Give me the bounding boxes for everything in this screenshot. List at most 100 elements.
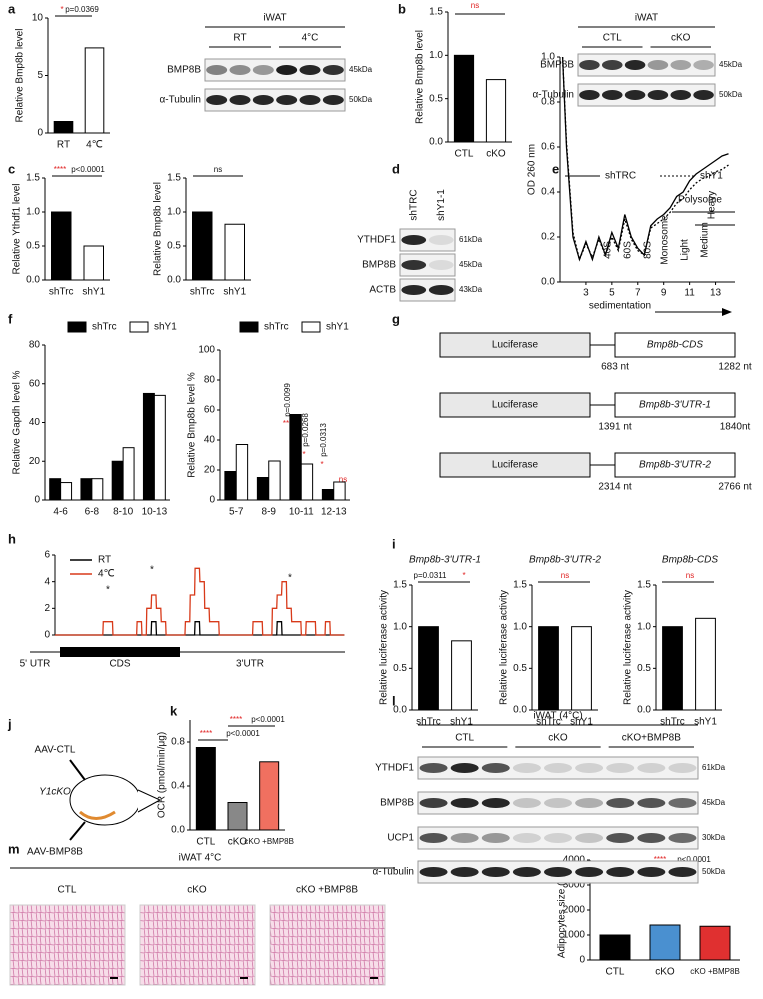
kda-label: 50kDa	[719, 90, 743, 99]
y-tick-label: 1.0	[26, 207, 40, 218]
band	[276, 65, 298, 75]
kda-label: 45kDa	[719, 60, 743, 69]
band	[637, 798, 666, 808]
kda-label: 61kDa	[459, 235, 483, 244]
panel-letter: h	[8, 531, 16, 546]
y-tick-label: 2000	[563, 905, 586, 916]
y-tick-label: 1.5	[637, 580, 651, 591]
position-label: 1282 nt	[718, 362, 752, 373]
band	[512, 833, 541, 843]
x-tick-label: 10-13	[142, 507, 168, 518]
construct-label: Luciferase	[492, 460, 539, 471]
y-tick-label: 0.5	[513, 663, 527, 674]
x-tick-label: shTrc	[536, 717, 561, 728]
panel-letter: g	[392, 311, 400, 326]
peak-label: 60S	[623, 241, 634, 259]
annotation: ns	[471, 1, 479, 10]
x-tick-label: 5	[609, 288, 615, 299]
band	[601, 60, 623, 70]
band	[206, 65, 228, 75]
y-tick-label: 40	[29, 417, 41, 428]
annotation: *	[60, 5, 63, 14]
annotation: ****	[200, 729, 212, 738]
construct-label: Bmp8b-3'UTR-2	[639, 460, 711, 471]
y-axis-label: Relative Bmp8b level %	[187, 372, 198, 478]
band	[401, 260, 427, 270]
bar	[268, 460, 281, 501]
blot-strip	[399, 228, 456, 252]
annotation: ns	[561, 571, 569, 580]
annotation: p=0.0313	[319, 423, 328, 457]
y-tick-label: 0	[579, 955, 585, 966]
annotation: ns	[686, 571, 694, 580]
annotation: p=0.0369	[65, 5, 99, 14]
y-tick-label: 0	[44, 630, 50, 641]
y-tick-label: 1.5	[429, 7, 443, 18]
y-tick-label: 6	[44, 550, 50, 561]
x-tick-label: 8-9	[262, 507, 277, 518]
bar	[453, 54, 475, 143]
bar	[51, 211, 72, 281]
y-axis-label: Relative Bmp8b level	[415, 30, 426, 124]
x-tick-label: cKO	[655, 967, 675, 978]
panel-letter: k	[170, 703, 178, 718]
group-label: 4°C	[302, 33, 319, 44]
y-tick-label: 0.0	[513, 705, 527, 716]
x-tick-label: shTrc	[660, 717, 685, 728]
x-tick-label: 4-6	[53, 507, 68, 518]
peak-label: Light	[680, 239, 691, 261]
fragment-box	[614, 332, 736, 358]
y-tick-label: 1.5	[393, 580, 407, 591]
annotation: p=0.0311	[414, 571, 448, 580]
band	[512, 763, 541, 773]
bar	[485, 79, 507, 143]
bar	[259, 761, 280, 831]
y-tick-label: 0.4	[171, 781, 185, 792]
peak-label: 40S	[603, 241, 614, 259]
bar	[224, 223, 245, 281]
annotation: p<0.0001	[677, 855, 711, 864]
group-label: CTL	[455, 733, 474, 744]
bar	[142, 392, 155, 501]
y-tick-label: 1000	[563, 930, 586, 941]
blot-row-label: α-Tubulin	[532, 90, 574, 101]
panel-letter: f	[8, 311, 13, 326]
x-tick-label: 5-7	[229, 507, 244, 518]
band	[601, 90, 623, 100]
position-label: 2766 nt	[718, 482, 752, 493]
y-axis-label: Relative luciferase activity	[623, 590, 634, 705]
blot-title: iWAT	[635, 13, 658, 24]
legend-swatch	[301, 321, 321, 333]
blot-strip	[417, 826, 699, 850]
legend-swatch	[239, 321, 259, 333]
band	[428, 235, 454, 245]
band	[252, 95, 274, 105]
band	[544, 763, 572, 773]
blot-row-label: α-Tubulin	[159, 95, 201, 106]
annotation: *	[462, 571, 465, 580]
chart-title: Bmp8b-3'UTR-1	[409, 555, 481, 566]
bar	[153, 394, 166, 501]
peak-label: Monosome	[660, 215, 671, 265]
region-label: 3'UTR	[236, 659, 264, 670]
y-tick-label: 4000	[563, 855, 586, 866]
band	[428, 285, 454, 295]
construct-label: Bmp8b-3'UTR-1	[639, 400, 711, 411]
y-axis-label: Relative Bmp8b level	[153, 182, 164, 276]
kda-label: 50kDa	[349, 95, 373, 104]
x-tick-label: 8-10	[113, 507, 133, 518]
y-tick-label: 0.5	[167, 241, 181, 252]
legend-label: shTrc	[92, 322, 117, 333]
x-tick-label: cKO	[486, 149, 506, 160]
region-label: CDS	[109, 659, 130, 670]
x-tick-label: 4℃	[86, 140, 103, 151]
y-tick-label: 20	[204, 465, 216, 476]
y-tick-label: 0.0	[393, 705, 407, 716]
blot-strip	[417, 756, 699, 780]
y-tick-label: 0.5	[637, 663, 651, 674]
blot-title: iWAT	[263, 13, 286, 24]
band	[512, 867, 541, 877]
x-tick-label: 12-13	[321, 507, 347, 518]
y-tick-label: 40	[204, 435, 216, 446]
syringe	[69, 759, 86, 781]
